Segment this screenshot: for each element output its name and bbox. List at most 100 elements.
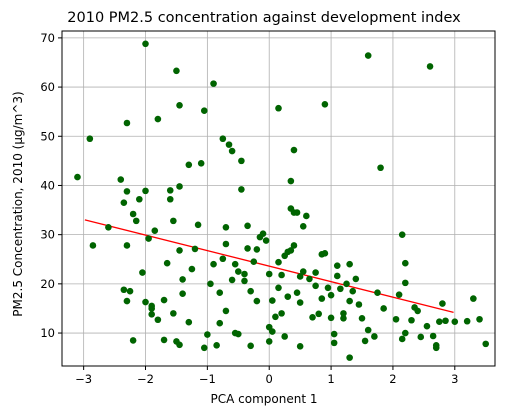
data-point <box>343 280 350 288</box>
data-point <box>231 260 239 268</box>
data-point <box>166 187 174 194</box>
y-tick-label: 20 <box>40 277 55 291</box>
data-point <box>321 250 329 257</box>
data-point <box>439 300 446 307</box>
data-point <box>244 245 251 252</box>
y-tick-label: 10 <box>40 326 55 340</box>
data-point <box>120 286 128 294</box>
data-point <box>293 209 301 216</box>
y-tick-label: 30 <box>40 228 55 242</box>
data-point <box>176 341 183 349</box>
data-point <box>244 222 251 230</box>
data-point <box>429 332 437 340</box>
data-point <box>315 310 323 318</box>
data-point <box>142 298 149 306</box>
data-point <box>278 271 285 279</box>
data-point <box>275 284 282 292</box>
data-point <box>148 311 155 318</box>
data-point <box>228 276 236 284</box>
data-point <box>241 270 248 278</box>
data-point <box>352 275 360 283</box>
data-point <box>151 227 159 235</box>
regression-line <box>84 219 454 314</box>
data-point <box>293 289 301 297</box>
data-point <box>234 330 242 338</box>
data-point <box>281 333 288 340</box>
data-point <box>241 277 248 285</box>
data-point <box>123 297 131 305</box>
data-point <box>222 307 230 315</box>
data-point <box>259 230 267 237</box>
data-point <box>170 310 177 317</box>
data-point <box>374 289 381 297</box>
data-point <box>126 287 134 295</box>
data-point <box>355 301 363 308</box>
data-point <box>426 63 434 70</box>
regression-line-layer <box>84 219 454 314</box>
x-axis-ticks: −3 −2 −1 0 1 2 3 <box>75 366 458 386</box>
data-point <box>337 285 344 293</box>
data-point <box>392 315 400 323</box>
x-axis-label: PCA component 1 <box>211 392 318 406</box>
data-point <box>210 260 217 268</box>
data-point <box>145 235 152 242</box>
data-point <box>253 246 261 253</box>
data-point <box>482 340 490 348</box>
data-point <box>290 146 298 154</box>
data-point <box>129 210 137 218</box>
grid-lines <box>62 31 495 366</box>
data-point <box>216 319 224 327</box>
data-point <box>340 314 347 322</box>
data-point <box>265 338 273 345</box>
x-tick-label: −2 <box>137 372 154 386</box>
data-point <box>327 314 335 322</box>
data-point <box>120 199 128 206</box>
data-point <box>380 305 387 312</box>
data-point <box>333 262 341 269</box>
data-point <box>451 318 459 326</box>
data-point <box>290 242 298 249</box>
data-point <box>476 315 483 323</box>
data-point <box>296 273 304 280</box>
data-point <box>160 296 168 304</box>
data-point <box>272 313 279 321</box>
data-point <box>166 195 174 203</box>
data-point <box>318 295 326 302</box>
data-point <box>321 100 329 108</box>
data-point <box>194 221 202 229</box>
data-point <box>402 279 409 287</box>
data-point <box>287 247 295 254</box>
data-point <box>188 265 196 273</box>
data-point <box>408 316 415 324</box>
data-point <box>163 259 171 267</box>
data-point <box>340 310 347 317</box>
data-point <box>219 135 227 143</box>
data-point <box>324 284 332 292</box>
data-point <box>247 342 254 350</box>
data-point <box>262 237 270 244</box>
data-points <box>74 40 490 361</box>
x-tick-label: 1 <box>327 372 334 386</box>
data-point <box>275 104 282 112</box>
data-point <box>398 335 406 343</box>
data-point <box>306 275 313 283</box>
x-tick-label: 2 <box>389 372 396 386</box>
data-point <box>170 217 177 225</box>
data-point <box>89 242 97 249</box>
data-point <box>417 333 425 341</box>
data-point <box>361 337 369 345</box>
data-point <box>154 115 162 123</box>
data-point <box>129 337 137 344</box>
data-point <box>346 297 353 305</box>
data-point <box>123 188 131 195</box>
data-point <box>346 354 353 361</box>
data-point <box>176 101 183 109</box>
data-point <box>238 186 245 193</box>
y-axis-label: PM2.5 Concentration, 2010 (μg/m^3) <box>11 91 25 316</box>
data-point <box>176 183 183 190</box>
data-point <box>414 307 421 315</box>
data-point <box>200 107 208 114</box>
data-point <box>371 333 378 340</box>
data-point <box>287 177 295 185</box>
